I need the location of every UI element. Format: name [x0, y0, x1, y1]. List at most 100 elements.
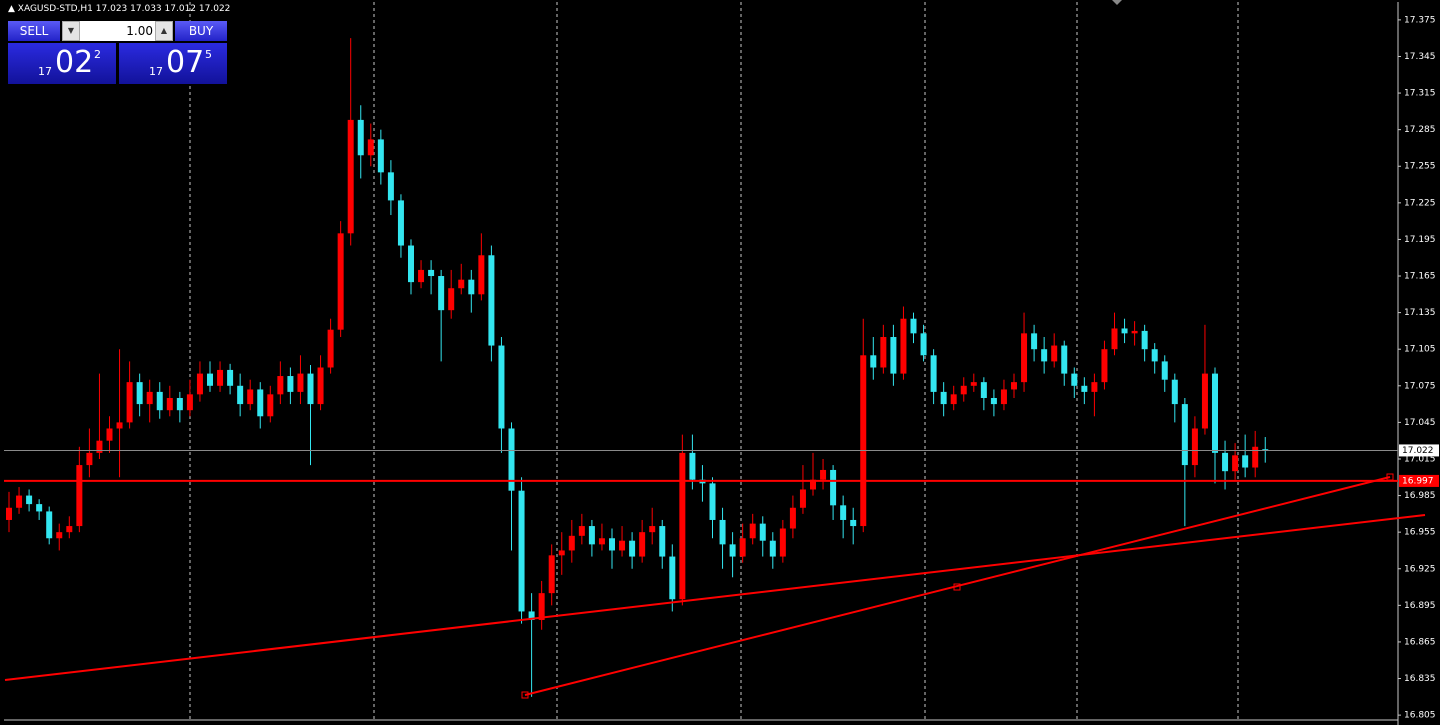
candle-body: [689, 452, 696, 480]
candle-body: [799, 489, 806, 508]
candle-body: [1131, 330, 1138, 334]
candle-body: [1232, 455, 1239, 472]
candle-body: [629, 540, 636, 557]
candle-body: [257, 389, 264, 417]
candle-body: [1201, 373, 1208, 429]
candle-body: [1071, 373, 1078, 386]
volume-value[interactable]: 1.00: [126, 24, 153, 38]
candle-body: [649, 526, 656, 533]
candle-body: [820, 469, 827, 480]
sell-button[interactable]: SELL: [8, 21, 60, 41]
candle-body: [900, 318, 907, 374]
candle-body: [970, 382, 977, 386]
candle-body: [880, 337, 887, 368]
y-tick-label: 16.835: [1404, 674, 1436, 684]
bid-prefix: 17: [38, 65, 52, 78]
candle-body: [860, 355, 867, 527]
candle-body: [76, 465, 83, 527]
y-tick-label: 17.045: [1404, 418, 1436, 428]
candle-body: [1151, 349, 1158, 362]
candle-body: [1011, 382, 1017, 390]
candle-body: [739, 538, 746, 557]
candle-body: [1081, 385, 1088, 392]
candle-body: [438, 276, 445, 311]
candle-body: [448, 288, 455, 311]
candle-body: [1171, 379, 1178, 405]
candle-body: [810, 479, 816, 490]
candle-body: [377, 139, 384, 173]
candle-body: [96, 440, 103, 453]
candle-body: [548, 555, 555, 594]
candle-body: [669, 556, 676, 600]
candle-body: [277, 376, 284, 395]
candle-body: [217, 369, 224, 386]
candle-body: [980, 382, 987, 398]
volume-down[interactable]: ▼: [62, 21, 80, 41]
y-tick-label: 16.805: [1404, 711, 1436, 721]
ask-box[interactable]: 17 07 5: [119, 43, 227, 84]
candle-body: [86, 452, 93, 466]
candle-body: [327, 329, 334, 368]
candle-body: [769, 540, 776, 557]
candle-body: [347, 119, 354, 234]
header-high: 17.033: [130, 4, 162, 14]
candle-body: [287, 376, 294, 392]
candle-body: [619, 540, 626, 551]
candle-body: [106, 428, 113, 441]
candle-body: [1061, 345, 1068, 374]
candle-body: [66, 526, 73, 533]
candle-body: [890, 337, 897, 374]
shift-marker: [1112, 0, 1122, 5]
candle-body: [1091, 382, 1098, 392]
volume-up[interactable]: ▲: [155, 21, 173, 41]
trendline-anchor: [1386, 473, 1394, 481]
candle-body: [1111, 328, 1118, 350]
trade-panel: SELL ▼ 1.00 ▲ BUY 17 02 2 17 07 5: [8, 20, 228, 85]
candle-body: [126, 382, 133, 423]
candle-body: [227, 369, 234, 386]
candle-body: [136, 382, 143, 405]
candle-body: [840, 505, 847, 520]
y-tick-label: 17.075: [1404, 381, 1436, 391]
candle-body: [498, 345, 505, 429]
candle-body: [26, 495, 33, 505]
candle-body: [428, 269, 435, 277]
candle-body: [538, 593, 545, 620]
candle-body: [789, 507, 796, 529]
candle-body: [920, 333, 927, 356]
candle-body: [317, 367, 324, 405]
candle-body: [307, 373, 314, 405]
trendline: [524, 476, 1391, 696]
plot: [4, 38, 1398, 697]
y-tick-label: 16.895: [1404, 601, 1436, 611]
candle-body: [207, 373, 213, 386]
ask-pip: 5: [205, 48, 212, 61]
bid-main: 02: [55, 45, 94, 80]
trendline: [4, 514, 1426, 681]
candle-body: [588, 526, 595, 545]
candle-body: [960, 385, 967, 395]
y-tick-label: 16.865: [1404, 637, 1436, 647]
trendlines: [4, 473, 1426, 699]
candle-body: [1222, 452, 1229, 472]
candle-body: [418, 269, 425, 283]
y-tick-label: 17.165: [1404, 272, 1436, 282]
ask-prefix: 17: [149, 65, 163, 78]
candle-body: [1252, 446, 1259, 468]
volume-field[interactable]: ▼ 1.00 ▲: [62, 21, 173, 41]
candle-body: [1051, 345, 1058, 362]
candle-body: [357, 119, 364, 156]
buy-button[interactable]: BUY: [175, 21, 227, 41]
y-tick-label: 17.375: [1404, 15, 1436, 25]
candle-body: [166, 397, 173, 411]
candle-body: [116, 422, 123, 429]
candle-body: [186, 394, 193, 411]
bid-box[interactable]: 17 02 2: [8, 43, 116, 84]
symbol: XAGUSD-STD,H1: [18, 4, 93, 14]
candle-body: [478, 255, 485, 295]
candle-body: [850, 519, 857, 527]
ask-main: 07: [166, 45, 205, 80]
candle-body: [598, 538, 605, 545]
candle-body: [609, 538, 615, 551]
